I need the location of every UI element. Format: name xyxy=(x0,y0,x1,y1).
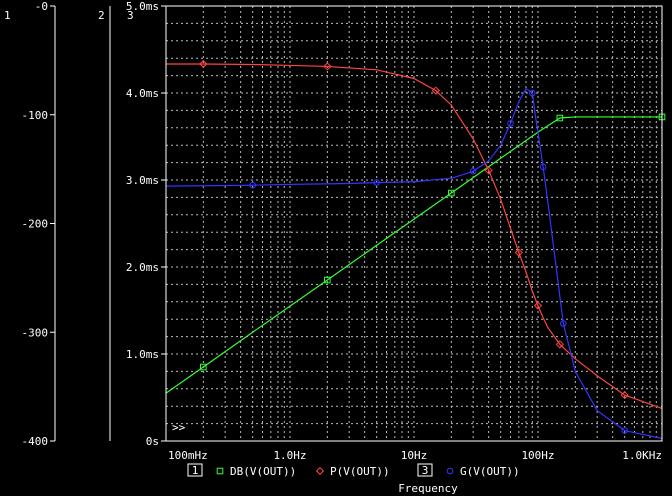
x-axis-label: Frequency xyxy=(398,482,458,495)
axis-3-tick-label: 4.0ms xyxy=(126,87,159,100)
legend-axis-id: 3 xyxy=(422,464,429,477)
series-marker-diamond xyxy=(620,390,629,400)
series-marker-diamond xyxy=(315,466,325,476)
series-marker-circle xyxy=(249,181,256,189)
axis-1-id-label: 1 xyxy=(4,9,11,22)
x-tick-label: 10Hz xyxy=(401,449,428,462)
series-marker-diamond xyxy=(431,86,440,95)
series-marker-square xyxy=(324,276,331,284)
x-tick-label: 1.0KHz xyxy=(622,449,662,462)
axis-3-id-label: 3 xyxy=(127,9,134,22)
y-axes: 1 -0 -100 -200 -300 -400 2 3 0s 1.0ms 2.0ms 3.0ms 4.… xyxy=(4,0,166,448)
series-marker-circle xyxy=(446,467,454,475)
axis-3-tick-label: 1.0ms xyxy=(126,348,159,361)
plot-frame xyxy=(165,5,663,442)
axis-1-tick-label: -400 xyxy=(22,435,49,448)
series-marker-diamond xyxy=(533,301,543,310)
axis-2-id-label: 2 xyxy=(98,9,105,22)
series-marker-diamond xyxy=(484,166,493,175)
series-line-3 xyxy=(165,87,663,439)
series-marker-circle xyxy=(373,179,380,186)
series-marker-circle xyxy=(529,89,536,97)
series-marker-diamond xyxy=(555,340,564,349)
series-line-1 xyxy=(165,116,662,394)
x-axis: 100mHz 1.0Hz 10Hz 100Hz 1.0KHz xyxy=(168,449,662,462)
legend-axis-box xyxy=(187,463,203,477)
series-marker-diamond xyxy=(199,59,208,69)
axis-3-tick-label: 0s xyxy=(146,435,159,448)
x-tick-label: 100Hz xyxy=(521,449,554,462)
legend-entry-label: P(V(OUT)) xyxy=(330,465,390,478)
overflow-marker: >> xyxy=(172,421,186,434)
axis-3-tick-label: 2.0ms xyxy=(126,261,159,274)
legend-entry-label: DB(V(OUT)) xyxy=(230,465,296,478)
axis-1-tick-label: -100 xyxy=(22,109,49,122)
legend-axis-id: 1 xyxy=(192,464,199,477)
series-marker-square xyxy=(216,467,224,475)
series-marker-circle xyxy=(560,320,567,327)
legend-axis-box xyxy=(417,463,433,477)
x-tick-label: 100mHz xyxy=(168,449,208,462)
series-marker-circle xyxy=(469,168,477,175)
series-line-2 xyxy=(166,63,663,409)
series-marker-square xyxy=(556,114,564,122)
x-tick-label: 1.0Hz xyxy=(273,449,306,462)
axis-3-tick-label: 5.0ms xyxy=(126,0,159,13)
series-lines xyxy=(165,59,666,439)
axis-3-tick-label: 3.0ms xyxy=(126,174,159,187)
series-marker-circle xyxy=(507,120,514,127)
axis-1-tick-label: -0 xyxy=(35,0,48,13)
legend-entry-label: G(V(OUT)) xyxy=(460,465,520,478)
series-marker-circle xyxy=(621,427,628,434)
series-marker-square xyxy=(200,363,207,371)
series-marker-square xyxy=(448,189,455,197)
series-marker-diamond xyxy=(323,62,332,71)
series-marker-diamond xyxy=(514,248,523,257)
series-marker-circle xyxy=(539,163,547,171)
axis-1-tick-label: -200 xyxy=(22,218,49,231)
legend: 1 DB(V(OUT)) P(V(OUT)) 3 G(V(OUT)) xyxy=(187,463,520,478)
axis-1-tick-label: -300 xyxy=(22,326,49,339)
